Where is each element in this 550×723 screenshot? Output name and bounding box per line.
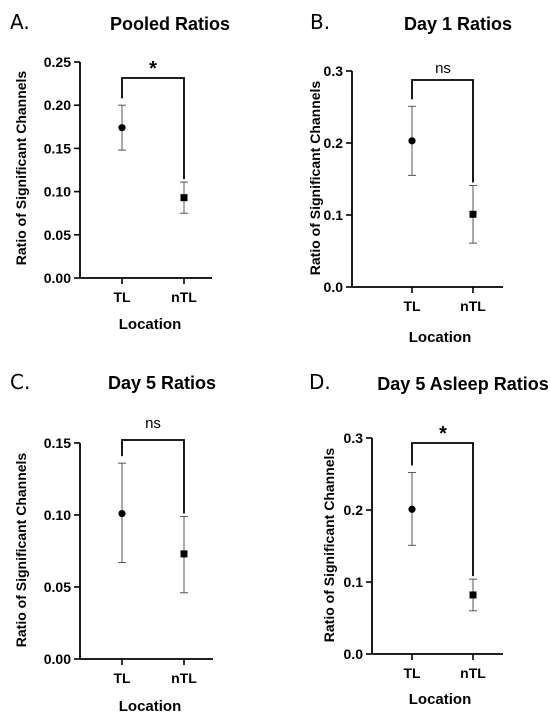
data-point-nTL [180,194,188,202]
chart-title: Day 5 Ratios [108,373,216,393]
x-axis-label: Location [119,698,182,715]
y-tick-label: 0.00 [44,651,71,667]
data-point-nTL [469,210,477,218]
x-tick-label: TL [113,670,131,686]
significance-bracket [121,77,185,180]
y-tick-label: 0.25 [44,54,71,70]
significance-bracket [411,79,474,183]
panel-4: D. Day 5 Asleep Ratios 0.0 0.1 0.2 0.3 TL nTL Lo… [309,370,549,708]
significance-bracket [411,442,474,577]
panel-3: C. Day 5 Ratios 0.00 0.05 0.10 0.15 TL nTL Locat… [10,370,216,715]
y-tick-label: 0.20 [44,97,71,113]
y-axis-label: Ratio of Significant Channels [321,448,337,643]
x-axis-label: Location [409,329,472,346]
y-tick-label: 0.10 [44,507,71,523]
x-tick-label: nTL [460,665,486,681]
x-axis-label: Location [119,316,182,333]
x-axis-label: Location [409,691,472,708]
y-tick-label: 0.05 [44,227,71,243]
y-tick-label: 0.00 [44,270,71,286]
data-point-nTL [180,550,188,558]
x-tick-label: TL [403,665,421,681]
panel-2: B. Day 1 Ratios 0.0 0.1 0.2 0.3 TL nTL Location R… [307,10,512,346]
y-tick-label: 0.10 [44,184,71,200]
x-tick-label: TL [403,298,421,314]
y-tick-label: 0.15 [44,435,71,451]
chart-title: Day 5 Asleep Ratios [377,374,548,394]
data-point-TL [408,137,416,145]
significance-label: ns [145,415,161,432]
y-tick-label: 0.3 [344,430,364,446]
panel-1: A. Pooled Ratios 0.00 0.05 0.10 0.15 0.20 0.25 T… [10,10,230,333]
y-tick-label: 0.0 [324,279,344,295]
y-axis-label: Ratio of Significant Channels [13,71,29,266]
data-point-TL [118,509,126,518]
panel-letter: A. [10,10,30,34]
panel-letter: C. [10,370,30,394]
data-point-TL [408,505,416,513]
x-tick-label: nTL [171,289,197,305]
y-tick-label: 0.15 [44,140,71,156]
panel-letter: D. [309,370,331,394]
data-point-TL [118,124,126,132]
chart-title: Pooled Ratios [110,14,230,34]
data-point-nTL [469,591,477,599]
y-tick-label: 0.2 [344,502,364,518]
y-axis-label: Ratio of Significant Channels [307,81,323,276]
x-tick-label: nTL [460,298,486,314]
chart-title: Day 1 Ratios [404,14,512,34]
y-tick-label: 0.05 [44,579,71,595]
panel-letter: B. [310,10,330,34]
significance-label: * [439,423,447,445]
x-tick-label: TL [113,289,131,305]
y-axis-label: Ratio of Significant Channels [13,453,29,648]
y-tick-label: 0.0 [344,646,364,662]
significance-label: * [149,58,157,80]
significance-bracket [121,439,185,514]
y-tick-label: 0.2 [324,135,344,151]
significance-label: ns [435,60,451,77]
y-tick-label: 0.1 [324,207,344,223]
y-tick-label: 0.3 [324,63,344,79]
x-tick-label: nTL [171,670,197,686]
y-tick-label: 0.1 [344,574,364,590]
